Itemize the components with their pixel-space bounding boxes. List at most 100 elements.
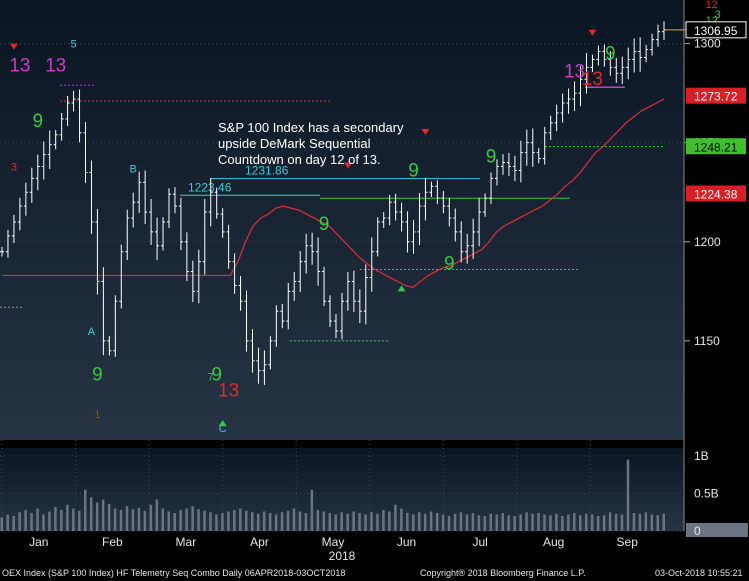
volume-bar — [513, 516, 516, 531]
price-bar — [554, 104, 559, 132]
sequential-label: C — [219, 423, 227, 435]
price-bar — [548, 115, 553, 140]
volume-bar — [423, 513, 427, 531]
sequential-label: 13 — [582, 69, 603, 90]
sell-arrow — [421, 128, 430, 135]
volume-bar — [167, 511, 170, 531]
price-bar — [310, 232, 315, 265]
volume-bar — [119, 510, 123, 531]
volume-bar — [561, 516, 564, 531]
volume-bar — [24, 510, 27, 531]
volume-bar — [179, 510, 182, 531]
price-bar — [53, 130, 58, 150]
price-bar — [59, 112, 64, 141]
volume-bar — [125, 506, 129, 531]
price-bar — [542, 126, 547, 165]
price-bar — [572, 81, 577, 111]
volume-tick-label: 1B — [694, 449, 709, 463]
volume-bar — [614, 513, 618, 531]
price-tag: 1306.95 — [685, 21, 747, 39]
price-bar — [304, 233, 309, 274]
price-tick-label: 1300 — [694, 37, 721, 51]
volume-bar — [620, 514, 624, 531]
price-bar — [214, 187, 219, 219]
volume-bar — [107, 504, 111, 531]
volume-bar — [36, 508, 39, 531]
price-bar — [536, 147, 541, 164]
volume-axis: 0 0.5B 1B — [686, 449, 748, 538]
price-bars — [0, 21, 666, 385]
volume-tick-label: 0.5B — [694, 487, 719, 501]
price-tag: 1224.38 — [686, 185, 746, 202]
buy-arrow — [397, 285, 406, 292]
price-bar — [429, 181, 434, 198]
volume-bar — [477, 515, 481, 531]
price-bar — [656, 24, 661, 47]
price-bar — [518, 140, 523, 183]
price-bar — [137, 171, 142, 213]
price-bar — [226, 224, 231, 269]
price-bar — [161, 217, 166, 251]
price-bar — [143, 170, 148, 224]
volume-bar — [507, 515, 510, 531]
price-bar — [89, 160, 94, 234]
moving-average-path — [2, 98, 665, 289]
price-tag-label: 1306.95 — [694, 24, 738, 38]
volume-bar — [412, 514, 415, 531]
price-bar — [11, 214, 16, 243]
volume-bar — [274, 514, 278, 531]
price-bar — [0, 246, 4, 257]
volume-bar — [388, 511, 391, 531]
volume-bar — [155, 499, 159, 531]
footer-security-info: OEX Index (S&P 100 Index) HF Telemetry S… — [2, 568, 346, 578]
sequential-levels: 1231.86 1223.46 — [0, 84, 664, 342]
price-bar — [614, 57, 619, 83]
volume-bar — [525, 512, 528, 531]
price-bar — [5, 229, 10, 258]
price-bar — [29, 167, 34, 203]
volume-bar — [573, 513, 576, 531]
price-bar — [638, 37, 643, 72]
volume-bar — [537, 513, 540, 531]
volume-bar — [18, 512, 21, 531]
volume-bar — [579, 515, 582, 531]
price-bar — [196, 249, 201, 304]
volume-bar — [0, 517, 3, 531]
price-panel-background — [0, 0, 684, 440]
volume-bar — [227, 511, 230, 531]
sequential-label: 9 — [605, 43, 616, 64]
volume-bar — [72, 508, 75, 531]
volume-bar — [608, 512, 612, 531]
volume-bar — [185, 508, 188, 531]
sequential-label: 9 — [319, 214, 330, 235]
volume-bar — [268, 513, 272, 531]
volume-bar — [48, 511, 51, 531]
volume-bar — [441, 514, 445, 531]
volume-bar — [54, 507, 57, 531]
volume-bar — [590, 514, 594, 531]
price-bar — [512, 155, 517, 182]
annotation-line: S&P 100 Index has a secondary — [218, 120, 404, 135]
volume-bar — [310, 489, 314, 531]
volume-bar — [394, 504, 397, 531]
volume-bar — [12, 516, 15, 531]
price-bar — [435, 180, 440, 205]
price-bar — [256, 347, 261, 384]
price-bar — [328, 295, 333, 328]
price-bar — [423, 177, 428, 221]
price-bar — [178, 197, 183, 251]
price-bar — [208, 177, 213, 227]
price-bar — [149, 198, 154, 245]
price-bar — [298, 250, 303, 293]
price-bar — [322, 266, 327, 307]
price-bar — [35, 154, 40, 191]
price-bar — [489, 172, 494, 205]
volume-bar — [78, 510, 81, 531]
price-bar — [459, 221, 464, 263]
footer-bar: OEX Index (S&P 100 Index) HF Telemetry S… — [0, 566, 749, 581]
price-bar — [447, 197, 452, 227]
volume-bar — [304, 513, 308, 531]
price-tags: 1306.95 1273.72 1248.21 1224.38 — [664, 21, 747, 202]
annotation-line: upside DeMark Sequential — [218, 136, 371, 151]
